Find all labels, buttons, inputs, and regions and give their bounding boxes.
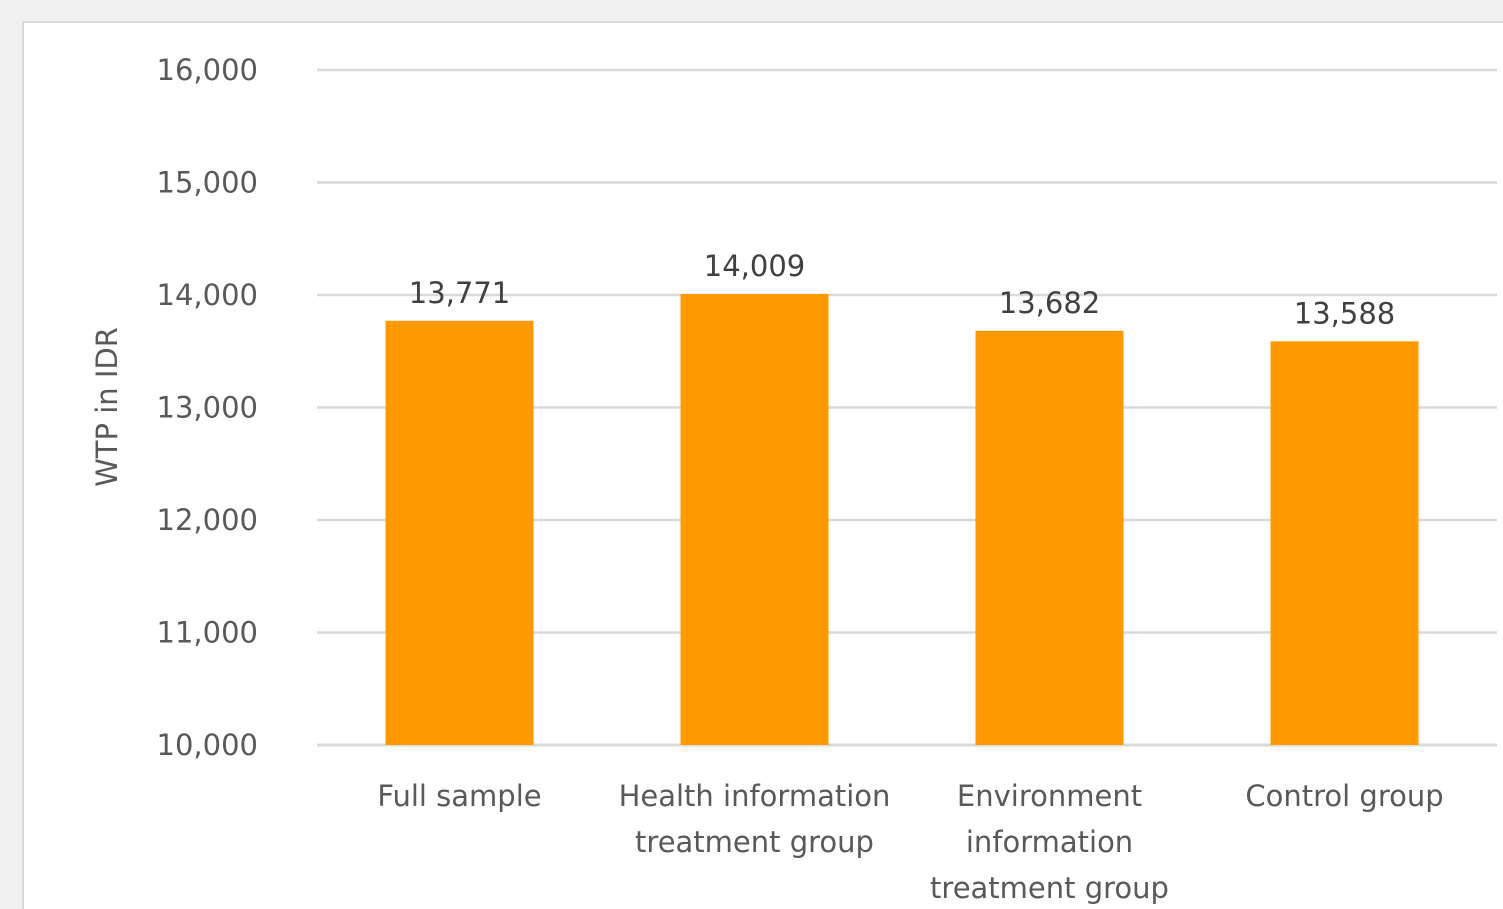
y-tick-label: 11,000 xyxy=(157,616,258,650)
bars xyxy=(385,293,1419,745)
bar xyxy=(975,330,1124,745)
y-tick-label: 14,000 xyxy=(157,278,258,312)
bar xyxy=(680,293,829,745)
x-axis-categories: Full sample Health information treatment g… xyxy=(377,779,1443,905)
y-tick-label: 13,000 xyxy=(157,391,258,425)
data-labels: 13,771 14,009 13,682 13,588 xyxy=(409,249,1395,330)
y-tick-label: 10,000 xyxy=(157,728,258,762)
bar xyxy=(385,320,534,745)
bar xyxy=(1270,341,1419,745)
y-tick-label: 16,000 xyxy=(157,53,258,87)
data-label: 13,682 xyxy=(999,286,1100,320)
x-category-label: Full sample xyxy=(377,779,541,813)
x-category-label: Health information treatment group xyxy=(619,779,891,859)
x-category-label-line: information xyxy=(966,825,1133,859)
x-category-label: Control group xyxy=(1245,779,1443,813)
x-category-label-line: treatment group xyxy=(635,825,874,859)
y-axis-ticks: 10,000 11,000 12,000 13,000 14,000 15,000 16,0… xyxy=(157,53,258,762)
x-category-label-line: Environment xyxy=(957,779,1142,813)
x-category-label: Environment information treatment group xyxy=(930,779,1169,905)
x-category-label-line: treatment group xyxy=(930,871,1169,905)
x-category-label-line: Health information xyxy=(619,779,891,813)
data-label: 13,771 xyxy=(409,276,510,310)
data-label: 14,009 xyxy=(704,249,805,283)
data-label: 13,588 xyxy=(1294,296,1395,330)
y-axis-label: WTP in IDR xyxy=(90,327,124,487)
y-tick-label: 12,000 xyxy=(157,503,258,537)
x-category-label-line: Full sample xyxy=(377,779,541,813)
y-tick-label: 15,000 xyxy=(157,166,258,200)
x-category-label-line: Control group xyxy=(1245,779,1443,813)
